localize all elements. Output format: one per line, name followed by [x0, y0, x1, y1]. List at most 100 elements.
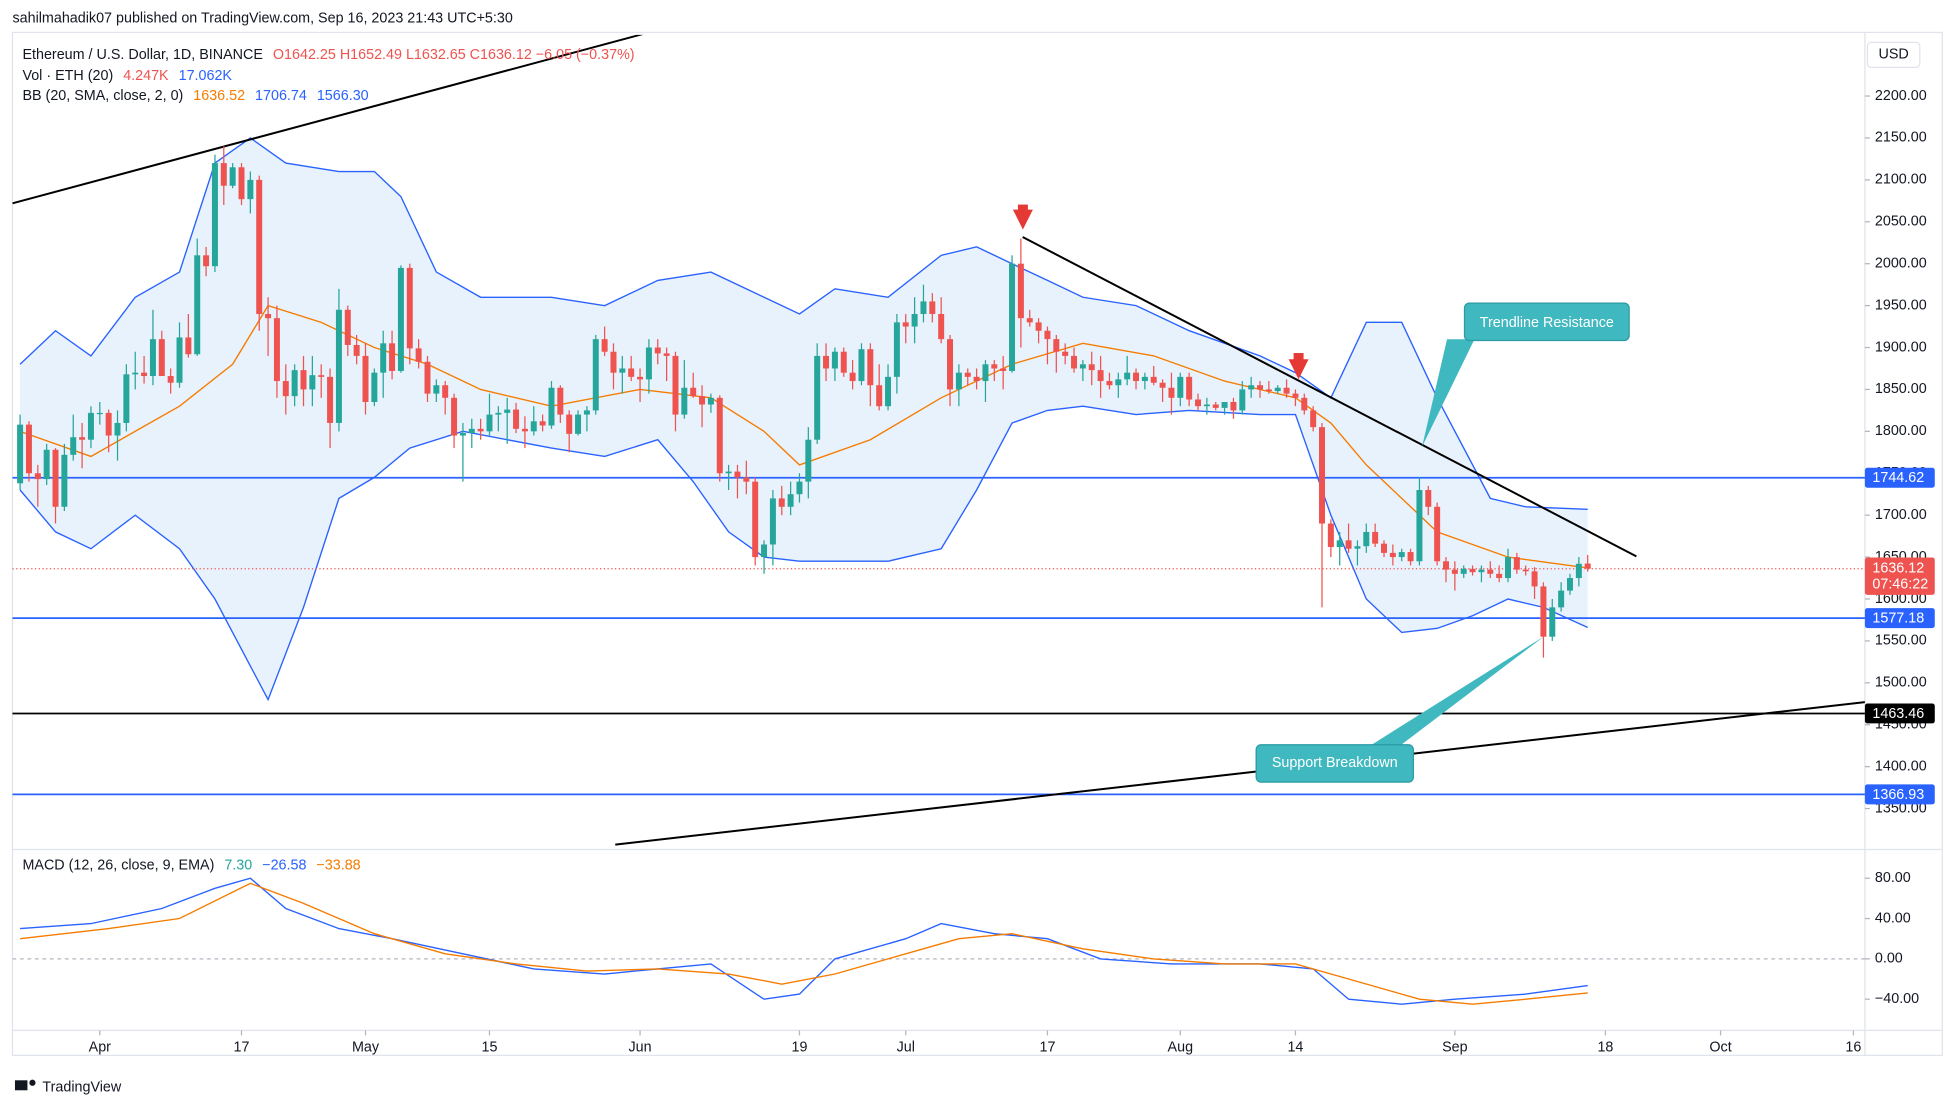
candle-body — [362, 355, 369, 403]
marker-arrow-stem — [1293, 353, 1304, 361]
candle-body — [1319, 427, 1326, 524]
candle-body — [575, 414, 582, 434]
candle-body — [1584, 563, 1591, 569]
candle-body — [743, 477, 750, 482]
y-tick-label: 1550.00 — [1875, 633, 1927, 649]
candle-body — [1478, 569, 1485, 573]
x-tick-label: 17 — [234, 1040, 250, 1056]
candle-body — [539, 421, 546, 426]
candle-body — [87, 412, 94, 440]
countdown: 07:46:22 — [1872, 577, 1928, 593]
candle-body — [654, 347, 661, 354]
currency[interactable]: USD — [1878, 47, 1908, 63]
candle-body — [947, 339, 954, 390]
candle-body — [114, 422, 121, 436]
candle-body — [1540, 586, 1547, 637]
overlay: Trendline Resistance Support Breakdown — [1012, 204, 1630, 783]
level-label: 1366.93 — [1872, 787, 1924, 803]
annotation: Support Breakdown — [1272, 755, 1398, 771]
x-tick-label: 14 — [1287, 1040, 1303, 1056]
candle-body — [769, 498, 776, 545]
candle-body — [902, 322, 909, 327]
candle-body — [521, 428, 528, 432]
candle-body — [645, 347, 652, 380]
candle-body — [1425, 490, 1432, 507]
candle-body — [663, 353, 670, 356]
x-tick-label: 19 — [792, 1040, 808, 1056]
candle-body — [247, 179, 254, 200]
frame — [11, 31, 1943, 1056]
candle-body — [1522, 569, 1529, 572]
y-tick-label: 1850.00 — [1875, 381, 1927, 397]
candle-body — [300, 370, 307, 390]
indicator-value: 1636.52 — [193, 88, 245, 104]
candle-body — [141, 372, 148, 377]
candle-body — [371, 372, 378, 403]
indicator-value: 17.062K — [179, 68, 233, 84]
candle-body — [1398, 552, 1405, 558]
legend-line: Ethereum / U.S. Dollar, 1D, BINANCE O1642… — [22, 47, 634, 63]
macd-pane — [12, 877, 1865, 1005]
candle-body — [265, 313, 272, 319]
candle-body — [504, 409, 511, 413]
candle-body — [787, 494, 794, 507]
y-tick-label: 1700.00 — [1875, 507, 1927, 523]
candle-body — [1513, 557, 1520, 570]
x-tick-label: 15 — [482, 1040, 498, 1056]
candle-body — [982, 364, 989, 382]
symbol: Ethereum / U.S. Dollar, 1D, BINANCE — [22, 47, 262, 63]
candle-body — [194, 255, 201, 355]
brand-name: TradingView — [42, 1080, 121, 1096]
candle-body — [938, 313, 945, 340]
candle-body — [203, 255, 210, 267]
candle-body — [796, 481, 803, 495]
x-tick-label: Sep — [1442, 1040, 1468, 1056]
candle-body — [1186, 376, 1193, 400]
x-tick-label: 17 — [1039, 1040, 1055, 1056]
candle-body — [1203, 404, 1210, 407]
candle-body — [1531, 571, 1538, 587]
candle-body — [309, 375, 316, 390]
candle-body — [1088, 364, 1095, 371]
candle-body — [1000, 368, 1007, 371]
last-price-label: 1636.12 — [1872, 560, 1924, 576]
candle-body — [1062, 351, 1069, 356]
x-tick-label: Jun — [628, 1040, 651, 1056]
x-tick-label: Apr — [89, 1040, 112, 1056]
x-tick-label: 16 — [1845, 1040, 1861, 1056]
candle-body — [761, 544, 768, 558]
trendline — [12, 34, 643, 205]
y-tick-label: 2050.00 — [1875, 214, 1927, 230]
callout-box — [1255, 744, 1414, 783]
candle-body — [1230, 402, 1237, 411]
candle-body — [1575, 563, 1582, 579]
legend-line: BB (20, SMA, close, 2, 0) 1636.52 1706.74 1… — [22, 88, 368, 104]
candle-body — [318, 375, 325, 377]
candle-body — [442, 385, 449, 398]
candle-body — [486, 414, 493, 432]
candle-body — [1248, 385, 1255, 390]
candle-body — [477, 428, 484, 432]
y-tick-label: 1800.00 — [1875, 423, 1927, 439]
candle-body — [105, 412, 112, 436]
candle-body — [672, 355, 679, 415]
x-tick-label: Jul — [897, 1040, 915, 1056]
bb-basis — [19, 304, 1588, 569]
candle-body — [920, 301, 927, 314]
candle-body — [885, 376, 892, 407]
candle-body — [1566, 578, 1573, 591]
candle-body — [1079, 364, 1086, 369]
legend-line: MACD (12, 26, close, 9, EMA) 7.30 −26.58 −3… — [22, 858, 360, 874]
candle-body — [1053, 339, 1060, 352]
signal-line — [20, 882, 1588, 1005]
candle-body — [1283, 387, 1290, 394]
candle-body — [619, 368, 626, 373]
candle-body — [1168, 387, 1175, 398]
currency-button[interactable] — [1866, 41, 1921, 68]
candle-body — [566, 414, 573, 434]
candle-body — [1115, 379, 1122, 386]
candle-body — [1407, 552, 1414, 562]
level-label: 1463.46 — [1872, 706, 1924, 722]
level-label-box — [1864, 467, 1935, 488]
candle-body — [1363, 531, 1370, 547]
